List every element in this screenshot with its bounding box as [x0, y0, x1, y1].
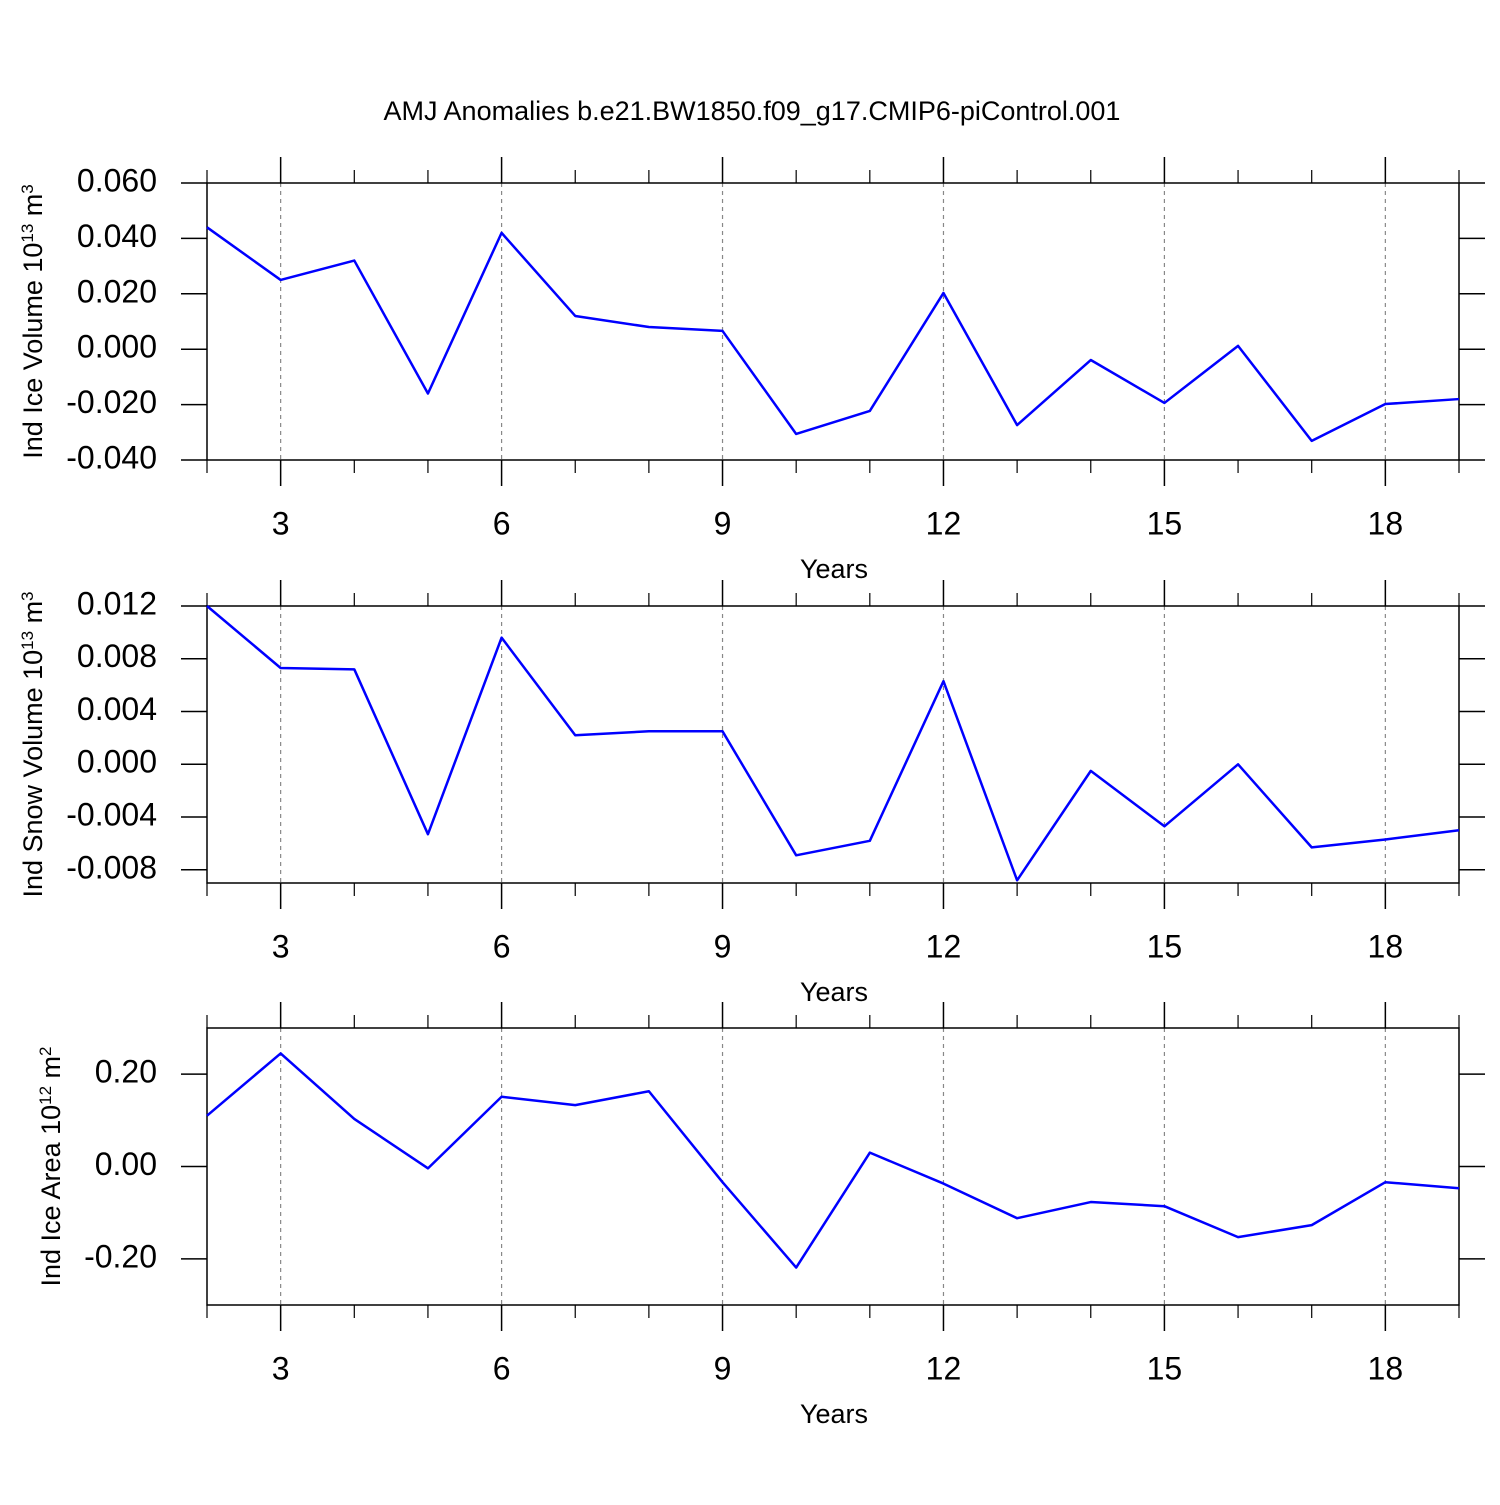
- y-tick-label: -0.008: [66, 849, 157, 885]
- x-tick-label: 3: [272, 928, 290, 964]
- y-axis-label-part: 13: [18, 631, 37, 650]
- x-tick-label: 6: [493, 1350, 511, 1386]
- x-tick-label: 15: [1147, 505, 1183, 541]
- plot-frame: [206, 182, 1460, 461]
- y-tick-label: 0.012: [77, 585, 157, 621]
- y-axis-label-part: 3: [18, 184, 37, 193]
- y-axis-label-part: 12: [36, 1086, 55, 1105]
- y-tick-label: 0.040: [77, 218, 157, 254]
- x-tick-label: 18: [1368, 1350, 1404, 1386]
- y-tick-label: 0.008: [77, 638, 157, 674]
- x-tick-label: 6: [493, 928, 511, 964]
- x-tick-label: 18: [1368, 928, 1404, 964]
- y-tick-label: -0.040: [66, 439, 157, 475]
- y-axis-label-part: Ind Ice Area 10: [36, 1105, 66, 1287]
- x-tick-label: 3: [272, 1350, 290, 1386]
- x-axis-label: Years: [800, 1399, 868, 1429]
- y-tick-label: 0.00: [95, 1146, 157, 1182]
- x-tick-label: 15: [1147, 1350, 1183, 1386]
- x-tick-label: 3: [272, 505, 290, 541]
- y-tick-label: 0.020: [77, 273, 157, 309]
- x-tick-label: 9: [714, 505, 732, 541]
- data-line: [206, 605, 1460, 882]
- y-tick-label: 0.20: [95, 1054, 157, 1090]
- y-tick-label: 0.060: [77, 162, 157, 198]
- y-tick-label: 0.000: [77, 329, 157, 365]
- y-axis-label-part: 13: [18, 224, 37, 243]
- x-tick-label: 18: [1368, 505, 1404, 541]
- data-line: [206, 226, 1460, 443]
- x-axis-label: Years: [800, 977, 868, 1007]
- x-tick-label: 15: [1147, 928, 1183, 964]
- y-axis-label: Ind Snow Volume 1013 m3: [18, 591, 49, 897]
- x-axis-label: Years: [800, 554, 868, 584]
- x-tick-label: 9: [714, 928, 732, 964]
- x-tick-label: 6: [493, 505, 511, 541]
- y-axis-label-part: m: [36, 1056, 66, 1086]
- y-axis-label-part: 3: [18, 591, 37, 600]
- y-tick-label: -0.020: [66, 384, 157, 420]
- x-tick-label: 12: [926, 928, 962, 964]
- x-tick-label: 9: [714, 1350, 732, 1386]
- x-tick-label: 12: [926, 1350, 962, 1386]
- y-tick-label: -0.004: [66, 797, 157, 833]
- y-axis-label: Ind Ice Volume 1013 m3: [18, 184, 49, 459]
- plot-frame: [206, 605, 1460, 884]
- y-axis-label-part: m: [18, 601, 48, 631]
- data-line: [206, 1052, 1460, 1269]
- plot-frame: [206, 1027, 1460, 1306]
- y-tick-label: 0.000: [77, 744, 157, 780]
- y-tick-label: -0.20: [84, 1238, 157, 1274]
- y-axis-label-part: m: [18, 194, 48, 224]
- y-axis-label-part: Ind Ice Volume 10: [18, 243, 48, 459]
- x-tick-label: 12: [926, 505, 962, 541]
- y-axis-label-part: Ind Snow Volume 10: [18, 650, 48, 898]
- chart-title: AMJ Anomalies b.e21.BW1850.f09_g17.CMIP6…: [384, 96, 1121, 126]
- y-axis-label: Ind Ice Area 1012 m2: [36, 1046, 67, 1286]
- y-tick-label: 0.004: [77, 691, 157, 727]
- y-axis-label-part: 2: [36, 1046, 55, 1055]
